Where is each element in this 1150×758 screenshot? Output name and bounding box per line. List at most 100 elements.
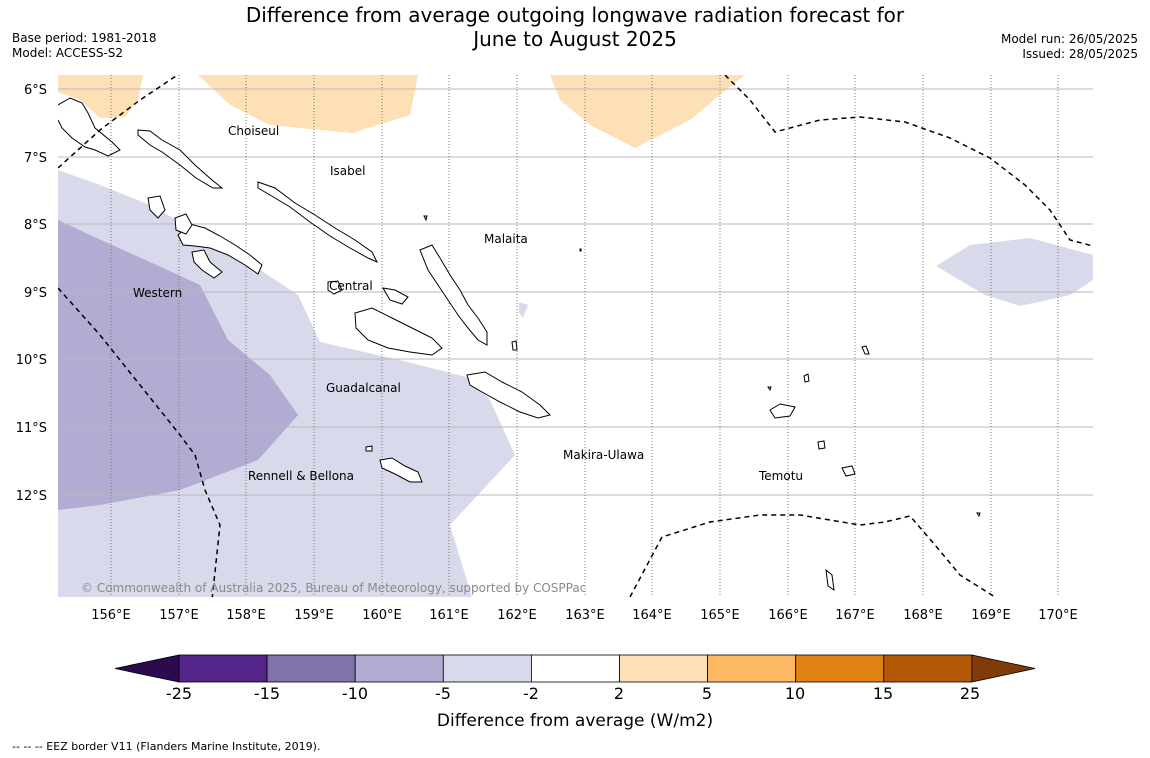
anomaly-region-minus2-to-minus5-small [519,302,528,318]
lon-label: 164°E [632,608,672,623]
sikaiana-island [579,248,582,252]
longitude-labels: 156°E 157°E 158°E 159°E 160°E 161°E 162°… [91,608,1078,623]
eez-border-west [58,287,221,597]
colorbar-segment [266,654,356,683]
colorbar-tick-label: -5 [435,684,451,703]
colorbar-tick-label: 5 [702,684,712,703]
anomaly-region-2-to-5-northwest [58,75,143,118]
base-period: Base period: 1981-2018 [12,31,157,45]
label-guadalcanal: Guadalcanal [326,381,401,395]
label-temotu: Temotu [758,469,803,483]
lon-label: 162°E [497,608,537,623]
ulawa-island [511,340,518,351]
model-run-date: Model run: 26/05/2025 [1000,32,1138,46]
coastlines [58,97,981,592]
lon-label: 166°E [768,608,808,623]
choiseul-island [137,129,224,189]
lon-label: 163°E [565,608,605,623]
copyright-notice: © Commonwealth of Australia 2025, Bureau… [81,581,586,595]
colorbar-segment [531,654,620,683]
label-central: Central [329,279,373,293]
small-islet-east [976,512,981,518]
colorbar-extend-high [971,654,1036,683]
lat-label: 8°S [24,218,47,233]
anuta-island [825,568,835,592]
small-islet-north [423,215,428,222]
lon-label: 170°E [1038,608,1078,623]
colorbar-segment [178,654,268,683]
colorbar-tick-label: -15 [254,684,280,703]
malaita-island [419,244,488,346]
eez-border-north [58,75,179,169]
small-islet-nendo-north [767,386,772,392]
isabel-island [257,181,379,264]
model-name: Model: ACCESS-S2 [12,46,124,60]
colorbar-tick-label: -2 [523,684,539,703]
colorbar-segment [354,654,444,683]
rennell-island [379,457,423,483]
lon-label: 160°E [362,608,402,623]
colorbar-tick-label: -25 [166,684,192,703]
colorbar-tick-label: 25 [960,684,980,703]
lon-label: 161°E [429,608,469,623]
anomaly-region-2-to-5-northeast [550,75,745,148]
lon-label: 168°E [903,608,943,623]
label-choiseul: Choiseul [228,124,279,138]
label-makira-ulawa: Makira-Ulawa [563,448,644,462]
latitude-labels: 6°S 7°S 8°S 9°S 10°S 11°S 12°S [16,83,47,504]
lon-label: 158°E [226,608,266,623]
florida-islands [382,287,409,305]
colorbar-segment [442,654,532,683]
nendo-island [769,403,796,419]
lat-label: 9°S [24,286,47,301]
issued-date: Issued: 28/05/2025 [1022,47,1138,61]
guadalcanal-island [354,307,443,356]
colorbar-segment [707,654,797,683]
label-isabel: Isabel [330,164,365,178]
reef-islands [803,373,810,383]
run-info: Model run: 26/05/2025 Issued: 28/05/2025 [1001,32,1138,62]
colorbar-tick-label: 15 [873,684,893,703]
lon-label: 169°E [971,608,1011,623]
russell-islands [327,280,343,295]
title-line-1: Difference from average outgoing longwav… [245,3,905,27]
lon-label: 167°E [835,608,875,623]
colorbar-segment [795,654,885,683]
lon-label: 157°E [159,608,199,623]
vanikoro-island [841,465,856,477]
lat-label: 11°S [16,421,47,436]
province-labels: Choiseul Isabel Malaita Western Central … [133,124,803,483]
eez-borders [58,75,1093,597]
colorbar-tick-label: -10 [342,684,368,703]
eez-border-legend: -- -- -- EEZ border V11 (Flanders Marine… [12,740,321,753]
tikopia-island [817,440,826,450]
colorbar-extend-low [114,654,180,683]
colorbar-title: Difference from average (W/m2) [437,711,713,731]
anomaly-region-minus2-to-minus5-east [936,238,1093,306]
map-title: Difference from average outgoing longwav… [0,3,1150,51]
lon-label: 159°E [294,608,334,623]
makira-island [466,371,551,419]
colorbar-segment [619,654,708,683]
new-georgia-island [177,223,263,275]
lon-label: 165°E [700,608,740,623]
colorbar-tick-label: 2 [614,684,624,703]
kolombangara-island [174,213,193,235]
title-line-2: June to August 2025 [473,27,677,51]
lat-label: 12°S [16,489,47,504]
label-malaita: Malaita [484,232,528,246]
eez-border-south [629,514,996,597]
duff-islands [861,345,870,355]
anomaly-shading [58,75,1093,597]
latitude-gridlines [58,88,1093,496]
label-rennell-bellona: Rennell & Bellona [248,469,354,483]
model-info: Base period: 1981-2018 Model: ACCESS-S2 [12,31,157,61]
label-western: Western [133,286,182,300]
bellona-island [365,445,373,452]
colorbar [114,654,1036,683]
colorbar-tick-labels: -25 -15 -10 -5 -2 2 5 10 15 25 [166,684,980,703]
colorbar-segment [883,654,973,683]
map-area[interactable]: Choiseul Isabel Malaita Western Central … [58,72,1093,600]
lat-label: 7°S [24,151,47,166]
